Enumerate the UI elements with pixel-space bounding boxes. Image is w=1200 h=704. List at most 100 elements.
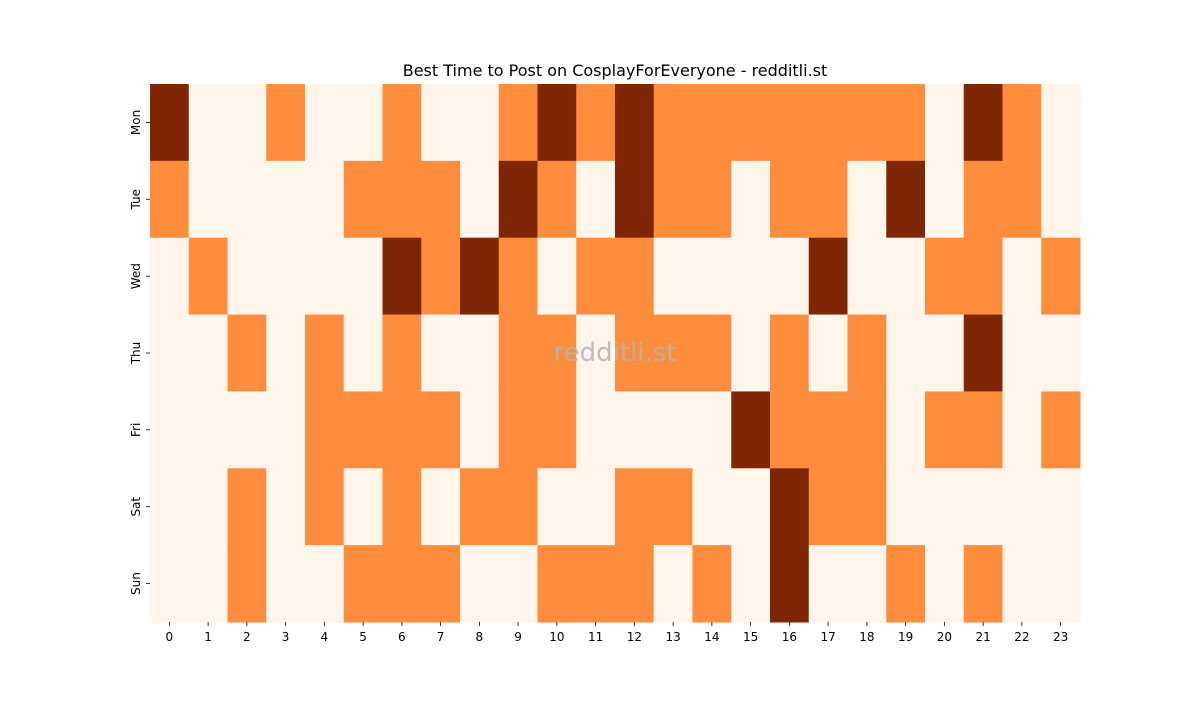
heatmap-cell-sun-11 <box>576 545 616 623</box>
heatmap-cell-tue-21 <box>963 160 1003 239</box>
heatmap-cell-tue-19 <box>886 160 926 239</box>
heatmap-cell-fri-1 <box>188 391 228 469</box>
x-tick-label-18: 18 <box>859 630 874 644</box>
heatmap-cell-sat-12 <box>615 468 655 546</box>
x-tick-label-6: 6 <box>398 630 406 644</box>
heatmap-cell-thu-1 <box>188 314 228 392</box>
heatmap-cell-fri-10 <box>537 391 577 469</box>
y-axis-ticks: Mon Tue Wed Thu Fri Sat Sun <box>129 110 150 595</box>
heatmap-cell-mon-15 <box>731 84 771 162</box>
heatmap-cell-wed-14 <box>692 237 732 316</box>
heatmap-cell-mon-21 <box>963 84 1003 162</box>
heatmap-cell-mon-16 <box>770 84 810 162</box>
heatmap-cell-sat-1 <box>188 468 228 546</box>
heatmap-cell-wed-15 <box>731 237 771 316</box>
heatmap-cell-fri-20 <box>925 391 965 469</box>
heatmap-cell-thu-3 <box>266 314 306 392</box>
heatmap-cell-fri-3 <box>266 391 306 469</box>
heatmap-cell-sun-6 <box>382 545 422 623</box>
heatmap-cell-tue-13 <box>653 160 693 239</box>
heatmap-cell-thu-7 <box>421 314 461 392</box>
heatmap-cell-wed-2 <box>227 237 267 316</box>
heatmap-cell-mon-11 <box>576 84 616 162</box>
heatmap-cell-sat-4 <box>305 468 345 546</box>
heatmap-cell-sun-12 <box>615 545 655 623</box>
heatmap-cell-tue-23 <box>1041 160 1081 239</box>
heatmap-cell-fri-6 <box>382 391 422 469</box>
heatmap-cell-mon-8 <box>460 84 500 162</box>
heatmap-cell-wed-16 <box>770 237 810 316</box>
heatmap-cell-tue-6 <box>382 160 422 239</box>
heatmap-cell-sat-9 <box>498 468 538 546</box>
heatmap-cell-sun-18 <box>847 545 887 623</box>
heatmap-cell-sun-10 <box>537 545 577 623</box>
heatmap-cell-mon-13 <box>653 84 693 162</box>
heatmap-cell-sun-15 <box>731 545 771 623</box>
heatmap-cell-fri-16 <box>770 391 810 469</box>
heatmap-cell-sat-3 <box>266 468 306 546</box>
heatmap-cell-fri-7 <box>421 391 461 469</box>
x-tick-label-9: 9 <box>514 630 522 644</box>
heatmap-cell-tue-4 <box>305 160 345 239</box>
heatmap-cell-tue-15 <box>731 160 771 239</box>
heatmap-cell-sun-7 <box>421 545 461 623</box>
heatmap-cell-mon-6 <box>382 84 422 162</box>
y-tick-label-tue: Tue <box>129 189 143 211</box>
heatmap-cell-sun-0 <box>150 545 190 623</box>
x-tick-label-22: 22 <box>1014 630 1029 644</box>
heatmap-cell-thu-14 <box>692 314 732 392</box>
heatmap-cell-wed-7 <box>421 237 461 316</box>
heatmap-cell-thu-21 <box>963 314 1003 392</box>
heatmap-cell-wed-21 <box>963 237 1003 316</box>
heatmap-cell-mon-3 <box>266 84 306 162</box>
heatmap-cell-sat-0 <box>150 468 190 546</box>
heatmap-cell-wed-9 <box>498 237 538 316</box>
heatmap-cell-tue-9 <box>498 160 538 239</box>
heatmap-cell-sun-19 <box>886 545 926 623</box>
heatmap-cell-sat-22 <box>1002 468 1042 546</box>
heatmap-cells <box>150 84 1081 623</box>
x-tick-label-23: 23 <box>1053 630 1068 644</box>
y-tick-label-mon: Mon <box>129 110 143 135</box>
heatmap-cell-tue-11 <box>576 160 616 239</box>
watermark-text: redditli.st <box>554 338 677 368</box>
heatmap-cell-fri-12 <box>615 391 655 469</box>
heatmap-cell-thu-15 <box>731 314 771 392</box>
heatmap-cell-thu-9 <box>498 314 538 392</box>
heatmap-cell-thu-11 <box>576 314 616 392</box>
heatmap-cell-mon-23 <box>1041 84 1081 162</box>
heatmap-cell-sat-15 <box>731 468 771 546</box>
heatmap-cell-wed-22 <box>1002 237 1042 316</box>
heatmap-cell-sat-17 <box>808 468 848 546</box>
heatmap-cell-sat-19 <box>886 468 926 546</box>
x-tick-label-20: 20 <box>937 630 952 644</box>
heatmap-cell-sat-5 <box>343 468 383 546</box>
x-tick-label-10: 10 <box>549 630 564 644</box>
heatmap-cell-wed-10 <box>537 237 577 316</box>
heatmap-cell-thu-12 <box>615 314 655 392</box>
heatmap-cell-wed-23 <box>1041 237 1081 316</box>
heatmap-cell-fri-13 <box>653 391 693 469</box>
x-tick-label-12: 12 <box>627 630 642 644</box>
heatmap-cell-sun-9 <box>498 545 538 623</box>
heatmap-cell-mon-19 <box>886 84 926 162</box>
heatmap-cell-tue-1 <box>188 160 228 239</box>
heatmap-cell-wed-11 <box>576 237 616 316</box>
heatmap-cell-fri-23 <box>1041 391 1081 469</box>
heatmap-cell-sat-6 <box>382 468 422 546</box>
heatmap-cell-fri-17 <box>808 391 848 469</box>
heatmap-cell-thu-19 <box>886 314 926 392</box>
heatmap-cell-thu-22 <box>1002 314 1042 392</box>
heatmap-cell-thu-20 <box>925 314 965 392</box>
heatmap-cell-sun-3 <box>266 545 306 623</box>
heatmap-cell-fri-18 <box>847 391 887 469</box>
heatmap-cell-mon-5 <box>343 84 383 162</box>
heatmap-cell-thu-13 <box>653 314 693 392</box>
heatmap-cell-mon-20 <box>925 84 965 162</box>
heatmap-cell-sat-21 <box>963 468 1003 546</box>
heatmap-cell-wed-18 <box>847 237 887 316</box>
heatmap-cell-wed-4 <box>305 237 345 316</box>
heatmap-cell-sun-14 <box>692 545 732 623</box>
x-tick-label-1: 1 <box>204 630 212 644</box>
heatmap-cell-wed-6 <box>382 237 422 316</box>
